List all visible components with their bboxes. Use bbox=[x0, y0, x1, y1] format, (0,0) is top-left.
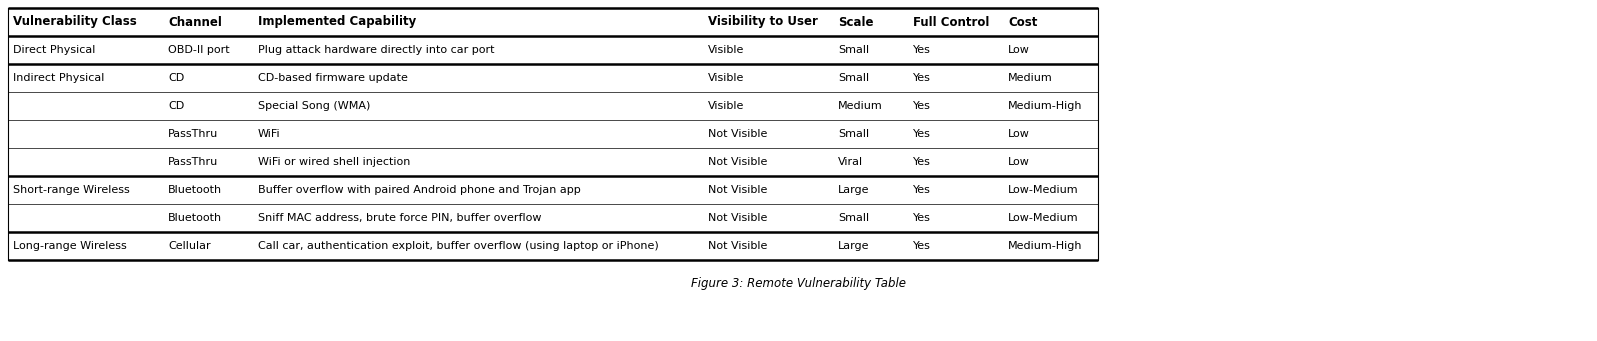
Text: Yes: Yes bbox=[913, 213, 931, 223]
Text: Low: Low bbox=[1008, 129, 1030, 139]
Text: Yes: Yes bbox=[913, 185, 931, 195]
Text: Small: Small bbox=[838, 213, 869, 223]
Text: Indirect Physical: Indirect Physical bbox=[13, 73, 104, 83]
Text: CD: CD bbox=[168, 101, 184, 111]
Text: Cost: Cost bbox=[1008, 15, 1038, 29]
Text: Special Song (WMA): Special Song (WMA) bbox=[259, 101, 371, 111]
Text: OBD-II port: OBD-II port bbox=[168, 45, 230, 55]
Text: Medium-High: Medium-High bbox=[1008, 241, 1083, 251]
Text: Vulnerability Class: Vulnerability Class bbox=[13, 15, 137, 29]
Text: Medium: Medium bbox=[1008, 73, 1052, 83]
Text: Not Visible: Not Visible bbox=[707, 157, 768, 167]
Text: Short-range Wireless: Short-range Wireless bbox=[13, 185, 129, 195]
Text: Large: Large bbox=[838, 185, 869, 195]
Text: Medium-High: Medium-High bbox=[1008, 101, 1083, 111]
Text: Long-range Wireless: Long-range Wireless bbox=[13, 241, 126, 251]
Text: Small: Small bbox=[838, 129, 869, 139]
Text: Sniff MAC address, brute force PIN, buffer overflow: Sniff MAC address, brute force PIN, buff… bbox=[259, 213, 541, 223]
Text: Yes: Yes bbox=[913, 129, 931, 139]
Text: Visibility to User: Visibility to User bbox=[707, 15, 818, 29]
Text: Direct Physical: Direct Physical bbox=[13, 45, 96, 55]
Text: Viral: Viral bbox=[838, 157, 862, 167]
Text: Visible: Visible bbox=[707, 73, 744, 83]
Text: Plug attack hardware directly into car port: Plug attack hardware directly into car p… bbox=[259, 45, 495, 55]
Text: Yes: Yes bbox=[913, 45, 931, 55]
Text: Not Visible: Not Visible bbox=[707, 241, 768, 251]
Text: Not Visible: Not Visible bbox=[707, 185, 768, 195]
Text: Figure 3: Remote Vulnerability Table: Figure 3: Remote Vulnerability Table bbox=[692, 277, 905, 290]
Text: Low: Low bbox=[1008, 45, 1030, 55]
Text: CD-based firmware update: CD-based firmware update bbox=[259, 73, 407, 83]
Text: Bluetooth: Bluetooth bbox=[168, 185, 222, 195]
Text: Yes: Yes bbox=[913, 157, 931, 167]
Text: Visible: Visible bbox=[707, 45, 744, 55]
Text: Implemented Capability: Implemented Capability bbox=[259, 15, 417, 29]
Text: Full Control: Full Control bbox=[913, 15, 990, 29]
Text: Low-Medium: Low-Medium bbox=[1008, 213, 1078, 223]
Text: Yes: Yes bbox=[913, 101, 931, 111]
Text: PassThru: PassThru bbox=[168, 129, 219, 139]
Text: PassThru: PassThru bbox=[168, 157, 219, 167]
Text: Buffer overflow with paired Android phone and Trojan app: Buffer overflow with paired Android phon… bbox=[259, 185, 581, 195]
Text: Not Visible: Not Visible bbox=[707, 213, 768, 223]
Text: Scale: Scale bbox=[838, 15, 874, 29]
Text: Bluetooth: Bluetooth bbox=[168, 213, 222, 223]
Text: Visible: Visible bbox=[707, 101, 744, 111]
Text: WiFi or wired shell injection: WiFi or wired shell injection bbox=[259, 157, 410, 167]
Text: Small: Small bbox=[838, 73, 869, 83]
Text: CD: CD bbox=[168, 73, 184, 83]
Text: Not Visible: Not Visible bbox=[707, 129, 768, 139]
Text: WiFi: WiFi bbox=[259, 129, 281, 139]
Text: Yes: Yes bbox=[913, 73, 931, 83]
Text: Cellular: Cellular bbox=[168, 241, 211, 251]
Text: Large: Large bbox=[838, 241, 869, 251]
Text: Small: Small bbox=[838, 45, 869, 55]
Text: Yes: Yes bbox=[913, 241, 931, 251]
Text: Low-Medium: Low-Medium bbox=[1008, 185, 1078, 195]
Text: Channel: Channel bbox=[168, 15, 222, 29]
Text: Low: Low bbox=[1008, 157, 1030, 167]
Text: Medium: Medium bbox=[838, 101, 883, 111]
Text: Call car, authentication exploit, buffer overflow (using laptop or iPhone): Call car, authentication exploit, buffer… bbox=[259, 241, 658, 251]
